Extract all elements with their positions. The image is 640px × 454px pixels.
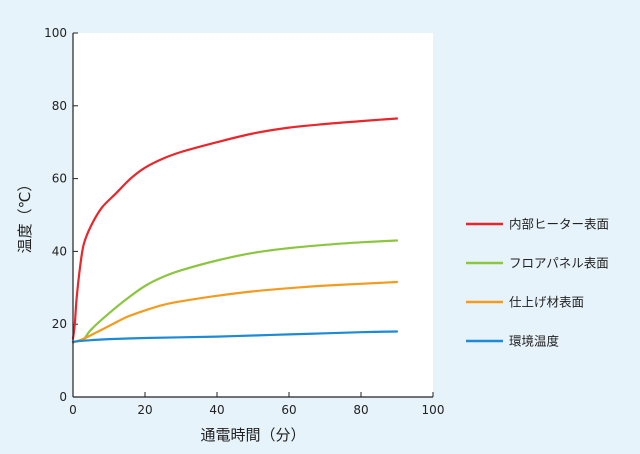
x-tick-label: 40: [209, 403, 224, 417]
series-line: [71, 280, 399, 344]
legend-label: 仕上げ材表面: [509, 295, 584, 310]
y-axis-title: 温度（℃）: [16, 177, 34, 254]
legend-label: フロアパネル表面: [509, 256, 609, 271]
series-line: [71, 117, 399, 340]
y-tick-label: 20: [52, 317, 67, 331]
y-tick-label: 100: [44, 26, 67, 40]
y-tick-label: 80: [52, 99, 67, 113]
legend-label: 内部ヒーター表面: [509, 217, 609, 232]
y-tick-label: 40: [52, 244, 67, 258]
legend-label: 環境温度: [509, 334, 560, 349]
x-axis-title: 通電時間（分）: [200, 426, 305, 444]
series-line: [71, 330, 399, 343]
series-lines: [71, 117, 399, 344]
y-tick-label: 0: [59, 390, 67, 404]
plot-area: [73, 33, 433, 397]
x-tick-label: 60: [281, 403, 296, 417]
y-tick-label: 60: [52, 172, 67, 186]
x-tick-label: 20: [137, 403, 152, 417]
series-line: [71, 239, 399, 344]
x-tick-label: 80: [353, 403, 368, 417]
x-tick-label: 100: [422, 403, 445, 417]
x-tick-label: 0: [69, 403, 77, 417]
axis-ticks: 0 20 40 60 80 100 0 20 40 60 80 100: [44, 26, 444, 417]
